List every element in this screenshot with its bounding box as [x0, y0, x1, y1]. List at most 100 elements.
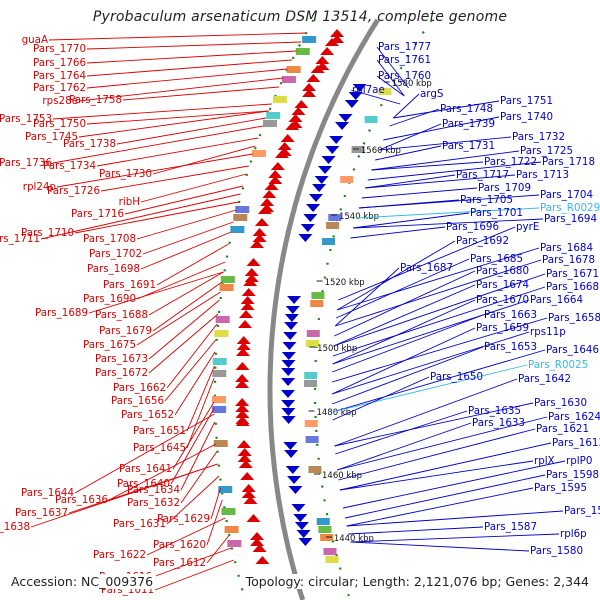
gene-label-right: Pars_1732 — [512, 131, 565, 143]
gene-label-right: Pars_1635 — [468, 405, 521, 417]
leader-line — [364, 174, 456, 189]
category-box — [305, 340, 319, 347]
forward-gene-arrow — [309, 194, 324, 202]
reverse-gene-arrow — [320, 47, 335, 55]
leader-line — [56, 153, 253, 188]
gene-label-right: Pars_1658 — [548, 312, 600, 324]
gene-label-right: Pars_1584 — [564, 505, 600, 517]
leader-line — [331, 317, 548, 383]
category-box — [311, 292, 325, 299]
reverse-gene-arrow — [268, 176, 283, 184]
reverse-gene-arrow — [250, 538, 265, 546]
category-box — [281, 76, 296, 83]
gene-label-left: Pars_1629 — [157, 513, 210, 525]
gene-label-right: Pars_1704 — [540, 189, 593, 201]
gene-label-right: Pars_1701 — [470, 207, 523, 219]
scale-label: 1460 kbp — [322, 471, 362, 481]
gene-label-right: Pars_1674 — [476, 279, 529, 291]
leader-line — [96, 137, 259, 167]
forward-gene-arrow — [281, 360, 296, 368]
reverse-gene-arrow — [238, 460, 253, 468]
leader-line — [383, 116, 500, 141]
leader-line — [142, 221, 234, 255]
gene-label-left: Pars_1622 — [93, 549, 146, 561]
gene-label-right: Pars_1621 — [536, 423, 589, 435]
reverse-gene-arrow — [264, 182, 279, 190]
gene-label-right: rpl7ae — [352, 84, 385, 96]
category-box — [212, 370, 227, 377]
category-box — [227, 540, 242, 547]
category-box — [304, 372, 318, 379]
gene-label-right: Pars_1696 — [446, 221, 499, 233]
leader-line — [332, 299, 476, 365]
gene-label-right: Pars_1580 — [530, 545, 583, 557]
leader-line — [342, 460, 566, 509]
leader-line — [40, 193, 241, 240]
leader-line — [332, 376, 430, 421]
gene-label-left: rps28e — [42, 95, 78, 107]
category-box — [272, 96, 287, 103]
category-box — [318, 526, 332, 533]
gene-label-right: Pars_1731 — [442, 140, 495, 152]
gene-label-right: rpl6p — [560, 528, 587, 540]
leader-line — [335, 259, 542, 327]
gene-label-left: Pars_1766 — [33, 57, 86, 69]
forward-gene-arrow — [329, 136, 344, 144]
leader-line — [52, 103, 272, 120]
forward-gene-arrow — [288, 486, 303, 494]
gene-label-left: rpl24p — [23, 181, 56, 193]
reverse-gene-arrow — [235, 374, 250, 382]
leader-line — [122, 86, 280, 101]
leader-line — [339, 442, 552, 491]
leader-line — [30, 463, 218, 528]
leader-line — [206, 535, 229, 564]
category-box — [219, 284, 234, 291]
leader-line — [350, 89, 401, 105]
reverse-gene-arrow — [237, 454, 252, 462]
gene-label-right: Pars_1718 — [542, 156, 595, 168]
reverse-gene-arrow — [235, 418, 250, 426]
leader-line — [74, 201, 239, 234]
gene-label-right: Pars_1613 — [552, 437, 600, 449]
gene-label-right: Pars_1653 — [484, 341, 537, 353]
category-box — [295, 48, 310, 55]
gene-label-left: Pars_1644 — [21, 487, 74, 499]
category-box — [218, 486, 233, 493]
leader-line — [140, 231, 232, 270]
leader-line — [74, 413, 215, 494]
leader-line — [353, 218, 544, 229]
gene-label-right: Pars_1694 — [544, 213, 597, 225]
forward-gene-arrow — [281, 368, 296, 376]
gene-label-right: Pars_1624 — [548, 411, 600, 423]
gene-label-right: Pars_1748 — [440, 103, 493, 115]
category-box — [235, 206, 250, 213]
leader-line — [108, 443, 217, 501]
leader-line — [86, 41, 302, 50]
reverse-gene-arrow — [236, 336, 251, 344]
reverse-gene-arrow — [246, 514, 261, 522]
reverse-gene-arrow — [237, 448, 252, 456]
gene-label-left: Pars_1656 — [111, 395, 164, 407]
genome-title: Pyrobaculum arsenaticum DSM 13514, compl… — [92, 9, 508, 25]
leader-line — [336, 422, 472, 471]
leader-line — [148, 299, 220, 360]
gene-label-right: Pars_1659 — [476, 322, 529, 334]
leader-line — [332, 286, 546, 357]
gene-label-right: rplP0 — [566, 455, 592, 467]
leader-line — [52, 125, 263, 164]
category-box — [263, 120, 278, 127]
forward-gene-arrow — [325, 146, 340, 154]
category-box — [302, 36, 317, 43]
forward-gene-arrow — [298, 538, 313, 546]
genome-backbone-arc — [267, 18, 380, 600]
gene-label-left: Pars_1770 — [33, 43, 86, 55]
leader-line — [352, 212, 470, 229]
reverse-gene-arrow — [330, 29, 345, 37]
reverse-gene-arrow — [291, 107, 306, 115]
gene-label-left: Pars_1651 — [133, 425, 186, 437]
reverse-gene-arrow — [250, 532, 265, 540]
leader-line — [376, 59, 405, 97]
leader-line — [166, 323, 218, 389]
reverse-gene-arrow — [262, 190, 277, 198]
